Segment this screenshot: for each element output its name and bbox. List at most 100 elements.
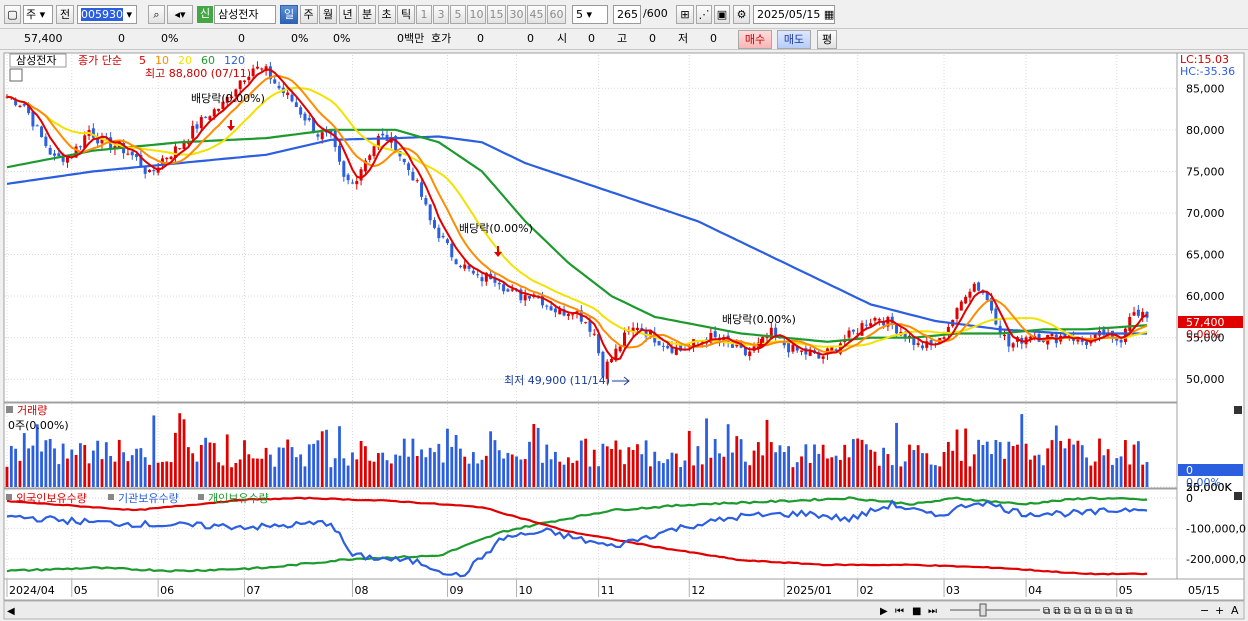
low-arrow-icon — [612, 376, 630, 386]
candle-body — [895, 324, 899, 334]
volume-bar — [843, 444, 847, 487]
sound-icon[interactable]: ◂▾ — [167, 5, 193, 24]
stock-name-box[interactable] — [9, 53, 67, 68]
buy-button[interactable]: 매수 — [738, 30, 772, 49]
volume-bar — [109, 456, 113, 487]
volume-bar — [1111, 464, 1114, 487]
count-input[interactable]: 265 — [613, 5, 641, 24]
volume-bar — [87, 463, 91, 487]
candle-body — [800, 350, 804, 352]
scroll-right-icon[interactable]: ▶ — [880, 606, 888, 617]
volume-bar — [1115, 458, 1119, 487]
stock-name-field[interactable]: 삼성전자 — [214, 5, 276, 24]
period-button[interactable]: 주 — [299, 5, 318, 24]
period-button[interactable]: 월 — [319, 5, 337, 24]
date-label: 08 — [354, 584, 368, 597]
prefix-button[interactable]: 전 — [56, 5, 74, 24]
volume-bar — [977, 439, 980, 487]
price-change: 0 — [118, 32, 125, 45]
price-axis-label: 50,000 — [1186, 373, 1225, 386]
price-panel[interactable] — [3, 52, 1178, 403]
holding-axis: 0 -100,000,0 -200,000,0 — [1186, 492, 1246, 566]
moving-average-lines — [6, 68, 1148, 361]
minute-unit-button[interactable]: 60 — [547, 5, 566, 24]
volume-bar — [243, 440, 246, 487]
count-max: /600 — [643, 7, 668, 20]
layout-icons[interactable]: ⧉ ⧉ ⧉ ⧉ ⧉ ⧉ ⧉ ⧉ ⧉ — [1043, 606, 1133, 617]
candle-body — [519, 289, 523, 301]
volume-bar — [156, 462, 160, 487]
save-icon[interactable]: ▣ — [714, 5, 730, 24]
type-select[interactable]: 주 ▾ — [23, 5, 53, 24]
candle-body — [558, 309, 562, 315]
volume-bar — [1041, 465, 1045, 487]
period-button[interactable]: 초 — [377, 5, 396, 24]
volume-bar — [372, 461, 376, 487]
candle-body — [908, 335, 911, 338]
candle-body — [735, 344, 739, 347]
candle-body — [420, 182, 424, 197]
sell-button[interactable]: 매도 — [777, 30, 811, 49]
minute-unit-button[interactable]: 30 — [507, 5, 526, 24]
zoom-in-icon[interactable]: + — [1215, 604, 1224, 617]
price-axis-label: 55,000 — [1186, 332, 1225, 345]
panel-toggle-icon[interactable] — [6, 406, 13, 413]
volume-bar — [787, 446, 790, 487]
volume-bar — [199, 444, 203, 487]
candle-body — [847, 330, 851, 338]
text-size-icon[interactable]: A — [1231, 604, 1239, 617]
stop-icon[interactable]: ■ — [912, 606, 921, 617]
minute-unit-button[interactable]: 5 — [450, 5, 466, 24]
volume-bar — [415, 456, 419, 487]
panel-close-icon[interactable] — [1234, 406, 1242, 414]
minute-unit-button[interactable]: 1 — [416, 5, 432, 24]
volume-bars — [5, 413, 1149, 487]
code-input[interactable]: 005930 ▾ — [77, 5, 137, 24]
panel-close-icon[interactable] — [1234, 492, 1242, 500]
stock-chart[interactable]: 삼성전자 종가 단순 5 10 20 60 120 최고 88,800 (07/11) … — [0, 50, 1248, 621]
date-input[interactable]: 2025/05/15 ▦ — [753, 5, 835, 24]
scroll-bar[interactable] — [3, 600, 1245, 620]
minute-unit-button[interactable]: 3 — [433, 5, 449, 24]
dividend-note-2: 배당락(0.00%) — [459, 222, 533, 235]
candle-body — [830, 347, 834, 351]
tools-icon[interactable]: ⊞ — [676, 5, 694, 24]
zoom-out-icon[interactable]: − — [1200, 604, 1209, 617]
candle-body — [497, 282, 501, 285]
candle-body — [415, 180, 419, 182]
volume-bar — [329, 467, 333, 487]
volume-bar — [195, 461, 199, 487]
scroll-start-icon[interactable]: ⏮ — [895, 606, 904, 617]
period-button[interactable]: 분 — [358, 5, 376, 24]
individual-holding-line — [6, 496, 1148, 573]
candle-body — [601, 351, 605, 377]
candle-body — [886, 317, 890, 327]
volume-bar — [351, 452, 354, 487]
minute-unit-button[interactable]: 15 — [487, 5, 506, 24]
draw-icon[interactable]: ⋰ — [696, 5, 712, 24]
volume-bar — [636, 444, 639, 487]
candle-body — [882, 321, 886, 326]
volume-bar — [1072, 444, 1075, 487]
eval-button[interactable]: 평 — [817, 30, 837, 49]
candle-body — [454, 259, 458, 265]
scroll-left-icon[interactable]: ◀ — [7, 606, 15, 617]
zoom-slider-handle[interactable] — [979, 603, 987, 617]
volume-axis-label: 25,000K — [1186, 481, 1232, 494]
panel-menu-icon[interactable] — [9, 68, 23, 82]
volume-bar — [104, 442, 108, 487]
period-button[interactable]: 년 — [338, 5, 357, 24]
volume-bar — [890, 465, 894, 487]
minute-unit-button[interactable]: 45 — [527, 5, 546, 24]
search-icon[interactable]: ⌕ — [148, 5, 165, 24]
period-button[interactable]: 틱 — [397, 5, 415, 24]
settings-gear-icon[interactable]: ⚙ — [733, 5, 750, 24]
unit-input[interactable]: 5 ▾ — [572, 5, 608, 24]
scroll-end-icon[interactable]: ⏭ — [928, 606, 937, 617]
period-button[interactable]: 일 — [280, 5, 298, 24]
minute-unit-button[interactable]: 10 — [467, 5, 486, 24]
window-icon[interactable]: ▢ — [4, 5, 21, 24]
candle-body — [471, 270, 475, 274]
candle-body — [856, 333, 860, 335]
volume-bar — [584, 438, 588, 487]
